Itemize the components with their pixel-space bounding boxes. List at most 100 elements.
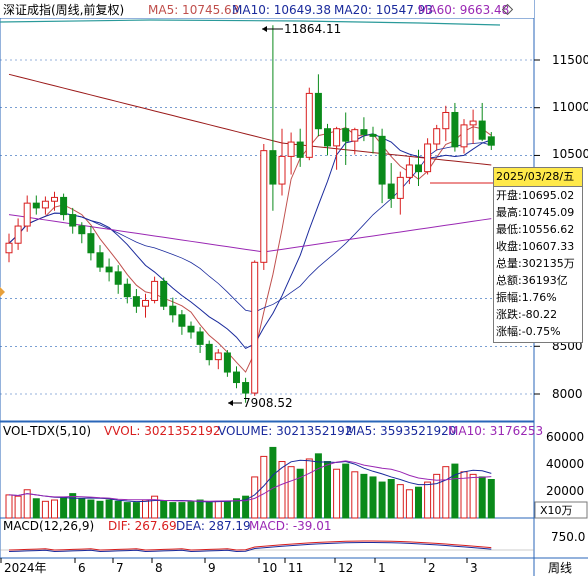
volume-bars [5,446,495,519]
volume-bar [487,479,495,519]
candle-body [251,261,259,394]
candle-body [260,150,268,263]
period-tab[interactable]: 周线 [548,561,572,575]
candle-body [123,283,131,298]
candle-body [296,141,304,158]
volume-bar [287,466,295,519]
candle-body [433,128,441,145]
candle-body [342,128,350,142]
vol-ma5-label: MA5: 3593521920 [346,424,456,438]
candle-body [478,120,486,140]
candle-body [142,299,149,307]
candle-body [87,233,95,254]
candle-body [469,120,477,126]
tooltip-open: 开盘:10695.02 [496,189,575,202]
tooltip-volume: 总量:302135万 [496,257,575,270]
candle-body [305,92,313,158]
low-marker [228,400,242,406]
tooltip-low: 最低:10556.62 [496,223,575,236]
volume-label: VOLUME: 3021352192 [218,424,352,438]
volume-bar [396,484,404,519]
candle-body [287,141,295,157]
volume-bar [41,500,49,519]
volume-bar [151,495,159,519]
candlestick-series [5,25,495,403]
candle-body [378,135,386,185]
volume-bar [78,498,86,519]
volume-bar [187,500,195,519]
volume-bar [87,499,95,519]
volume-bar [114,500,122,519]
volume-bar [478,476,486,519]
time-axis: 2024年 6 7 8 9 10 11 12 1 2 3 [0,558,478,575]
volume-bar [260,455,268,519]
time-axis-label: 2 [428,561,436,575]
volume-bar [105,499,113,519]
low-price-label: 7908.52 [243,396,293,410]
macd-indicator-name: MACD(12,26,9) [3,519,94,533]
vol-axis-label: 20000 [546,484,584,498]
candle-body [487,136,495,146]
price-axis-label: 11500 [552,53,588,67]
volume-bar [169,502,177,519]
macd-axis-label: 750.0 [551,530,585,544]
candle-body [369,133,377,137]
volume-bar [178,502,186,519]
ma-top-line [0,19,501,26]
candle-body [242,382,250,394]
volume-bar [405,489,413,519]
price-axis-label: 10500 [552,147,588,161]
tooltip-change-pct: 涨幅:-0.75% [496,325,561,338]
time-axis-label: 6 [78,561,86,575]
moving-average-lines [0,19,501,373]
ma-long-line [8,73,492,166]
volume-bar [351,471,359,519]
time-axis-label: 9 [208,561,216,575]
volume-bar [269,446,277,519]
time-axis-label: 12 [338,561,353,575]
macd-dif-line [8,540,492,551]
time-axis-label: 7 [116,561,124,575]
left-scroll-marker[interactable] [0,287,5,297]
candle-body [351,129,359,142]
candle-body [269,150,277,185]
volume-bar [142,499,149,519]
vol-ma10-label: MA10: 3176253 [448,424,543,438]
candle-body [278,155,286,185]
candle-body [405,164,413,178]
candle-body [78,225,86,235]
candle-body [205,343,213,361]
volume-bar [60,496,68,519]
volume-bar [469,473,477,519]
time-axis-label: 1 [378,561,386,575]
volume-bar [305,458,313,519]
candle-body [387,183,395,199]
ma60-label: MA60: 9663.48 [418,3,509,17]
volume-bar [223,500,231,519]
volume-bar [69,493,77,519]
price-axis-label: 8000 [552,387,583,401]
tooltip-amplitude: 振幅:1.76% [496,291,557,304]
vol-axis-label: 40000 [546,457,584,471]
settings-diamond-icon[interactable] [501,3,514,16]
time-axis-label: 3 [470,561,478,575]
volume-bar [314,453,322,519]
candle-body [132,296,140,307]
candle-body [14,225,22,244]
price-axis-label: 11000 [552,100,588,114]
candle-body [69,214,77,227]
candle-body [96,252,104,268]
candle-body [196,331,204,345]
volume-bar [23,489,31,519]
tooltip-date: 2025/03/28/五 [494,168,582,187]
candle-body [360,129,368,135]
vol-unit-box [534,501,588,519]
candle-body [333,128,341,147]
volume-bar [160,500,168,519]
tooltip-change: 涨跌:-80.22 [496,308,558,321]
volume-bar [442,466,450,519]
volume-bar [96,500,104,519]
volume-bar [387,479,395,519]
